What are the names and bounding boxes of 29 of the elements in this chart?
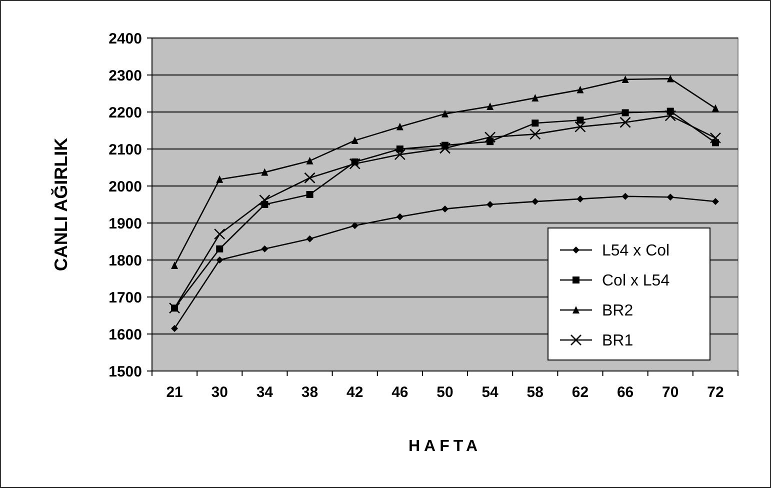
x-tick-label: 70 [662, 384, 679, 401]
x-tick-label: 30 [211, 384, 228, 401]
x-tick-label: 38 [301, 384, 318, 401]
y-tick-label: 2200 [108, 104, 142, 122]
legend-label: BR1 [602, 332, 634, 350]
y-tick-label: 1500 [108, 363, 142, 380]
x-tick-label: 46 [392, 384, 408, 401]
y-axis-title: CANLI AĞIRLIK [51, 138, 71, 272]
legend-label: Col x L54 [602, 272, 670, 290]
x-tick-label: 50 [436, 384, 454, 401]
y-tick-label: 2000 [108, 178, 142, 196]
legend-label: L54 x Col [602, 242, 670, 260]
x-tick-label: 34 [256, 384, 274, 401]
x-tick-label: 21 [166, 384, 183, 401]
x-tick-label: 72 [707, 384, 724, 401]
y-tick-label: 2400 [108, 30, 142, 48]
y-tick-label: 2300 [108, 67, 142, 84]
x-tick-label: 42 [346, 384, 364, 401]
x-axis-title: HAFTA [408, 438, 482, 455]
y-tick-label: 2100 [108, 141, 142, 158]
x-tick-label: 62 [572, 384, 589, 401]
y-tick-label: 1900 [108, 215, 142, 232]
x-tick-label: 66 [616, 384, 634, 401]
y-tick-label: 1800 [108, 252, 142, 270]
x-tick-label: 54 [482, 384, 500, 401]
x-tick-label: 58 [526, 384, 544, 401]
y-tick-label: 1700 [108, 289, 142, 306]
legend-label: BR2 [602, 302, 634, 320]
y-tick-label: 1600 [108, 326, 142, 344]
